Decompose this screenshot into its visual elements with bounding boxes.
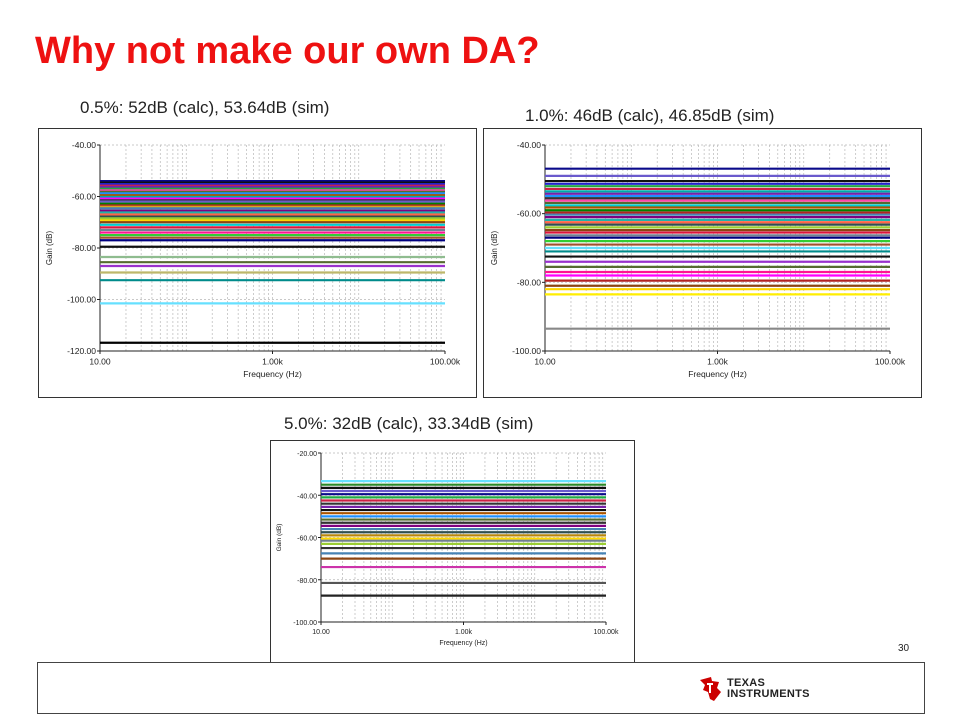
y-axis-label: Gain (dB): [45, 231, 54, 266]
x-axis-label: Frequency (Hz): [439, 640, 487, 647]
x-tick-label: 10.00: [89, 357, 111, 367]
y-tick-label: -40.00: [72, 140, 96, 150]
y-tick-label: -60.00: [72, 192, 96, 202]
chart-caption-1: 0.5%: 52dB (calc), 53.64dB (sim): [80, 98, 330, 117]
chart-panel-3: -20.00 -40.00 -60.00 -80.00 -100.00 10.00 1.00…: [270, 440, 635, 663]
y-tick-label: -40.00: [517, 140, 541, 150]
y-tick-label: -100.00: [293, 620, 317, 627]
ti-logo-icon: [700, 677, 721, 701]
y-tick-label: -120.00: [67, 346, 96, 356]
brand-line-1: Texas: [727, 677, 766, 689]
y-tick-label: -80.00: [297, 578, 317, 585]
x-axis-label: Frequency (Hz): [243, 369, 302, 379]
x-tick-label: 10.00: [312, 629, 330, 636]
y-tick-label: -20.00: [297, 451, 317, 458]
y-tick-label: -60.00: [517, 209, 541, 219]
y-tick-label: -100.00: [512, 346, 541, 356]
brand-line-2: Instruments: [727, 688, 810, 700]
y-axis-label: Gain (dB): [490, 231, 499, 266]
x-tick-label: 1.00k: [455, 629, 473, 636]
gain-plot-3: -20.00 -40.00 -60.00 -80.00 -100.00 10.00 1.00…: [276, 451, 619, 647]
y-tick-label: -80.00: [72, 243, 96, 253]
footer-bar: [37, 662, 925, 714]
x-tick-label: 10.00: [534, 357, 556, 367]
x-tick-label: 100.00k: [430, 357, 461, 367]
chart-caption-3: 5.0%: 32dB (calc), 33.34dB (sim): [284, 414, 534, 433]
chart-panel-1: -40.00 -60.00 -80.00 -100.00 -120.00 10.00 1.0…: [38, 128, 477, 398]
page-number: 30: [898, 643, 910, 654]
y-tick-label: -60.00: [297, 536, 317, 543]
x-tick-label: 1.00k: [707, 357, 729, 367]
y-tick-label: -100.00: [67, 295, 96, 305]
x-tick-label: 1.00k: [262, 357, 284, 367]
chart-caption-2: 1.0%: 46dB (calc), 46.85dB (sim): [525, 106, 775, 125]
y-axis-label: Gain (dB): [276, 524, 283, 552]
chart-panel-2: -40.00 -60.00 -80.00 -100.00 10.00 1.00k 100.0…: [483, 128, 922, 398]
x-tick-label: 100.00k: [594, 629, 619, 636]
x-tick-label: 100.00k: [875, 357, 906, 367]
x-axis-label: Frequency (Hz): [688, 369, 747, 379]
y-tick-label: -80.00: [517, 277, 541, 287]
brand-wordmark: Texas Instruments: [727, 678, 810, 700]
y-tick-label: -40.00: [297, 493, 317, 500]
slide-title: Why not make our own DA?: [35, 30, 540, 72]
